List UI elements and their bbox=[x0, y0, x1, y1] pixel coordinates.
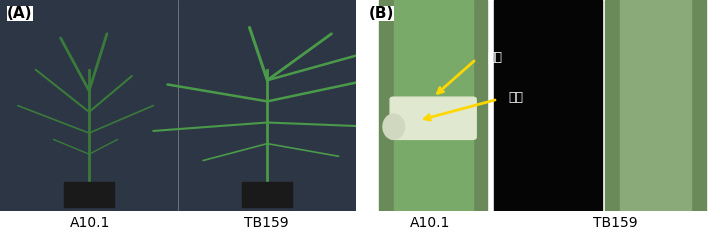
Text: 葉耳: 葉耳 bbox=[508, 91, 523, 104]
Text: (B): (B) bbox=[369, 6, 394, 21]
Text: TB159: TB159 bbox=[593, 216, 638, 230]
Bar bbox=[620, 0, 691, 211]
Bar bbox=[606, 0, 706, 211]
Bar bbox=[379, 0, 487, 211]
Ellipse shape bbox=[383, 114, 405, 139]
Bar bbox=[494, 0, 602, 211]
Text: 葉舌: 葉舌 bbox=[487, 51, 502, 64]
FancyBboxPatch shape bbox=[390, 97, 476, 139]
Bar bbox=[243, 182, 292, 207]
Text: TB159: TB159 bbox=[244, 216, 289, 230]
Text: (A): (A) bbox=[7, 6, 32, 21]
Text: A10.1: A10.1 bbox=[410, 216, 451, 230]
Bar bbox=[64, 182, 114, 207]
Bar bbox=[394, 0, 472, 211]
Text: A10.1: A10.1 bbox=[70, 216, 110, 230]
